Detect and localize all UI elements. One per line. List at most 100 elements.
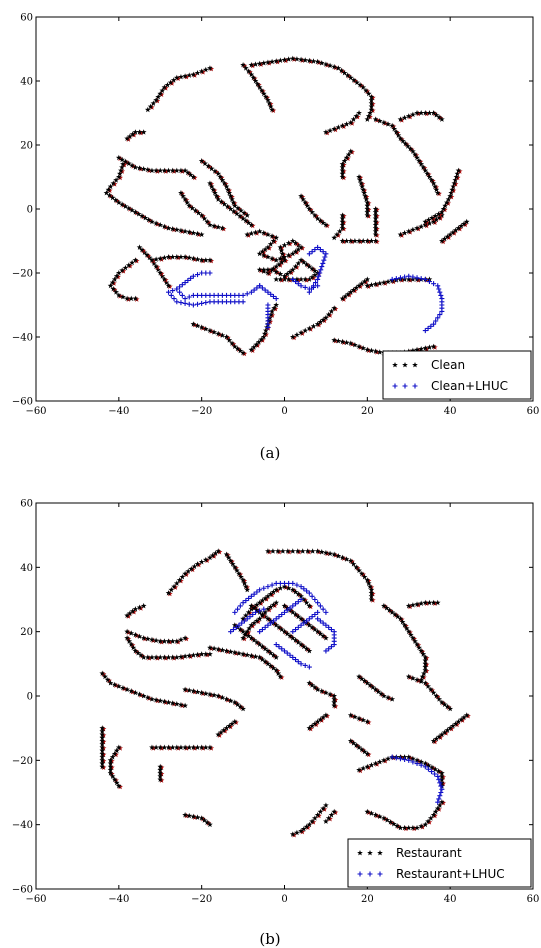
data-point [99, 734, 106, 741]
data-point-shadow [423, 761, 430, 767]
data-point [281, 628, 288, 635]
data-point-shadow [407, 277, 413, 283]
data-point [439, 212, 445, 218]
data-point [437, 780, 443, 786]
data-point [403, 625, 410, 631]
data-point [426, 279, 432, 285]
data-point [433, 186, 440, 193]
data-point [294, 582, 300, 588]
data-point-shadow [113, 777, 119, 783]
data-point-shadow [137, 692, 144, 698]
data-point [178, 227, 184, 234]
data-point [292, 588, 299, 595]
data-point-shadow [166, 590, 173, 597]
data-point [439, 308, 445, 314]
data-point [306, 725, 313, 731]
data-point [240, 62, 246, 68]
data-point-shadow [299, 828, 306, 835]
data-point [450, 229, 456, 235]
data-point-shadow [133, 258, 140, 264]
data-point [230, 208, 237, 214]
data-point [132, 689, 139, 696]
data-point [352, 238, 358, 244]
data-point-shadow [255, 618, 262, 625]
data-point-shadow [441, 206, 448, 213]
data-point [331, 337, 338, 343]
data-point [210, 186, 217, 193]
data-point [242, 65, 249, 71]
data-point [425, 683, 431, 689]
data-point [356, 744, 362, 750]
data-point-shadow [445, 200, 452, 206]
data-point [298, 593, 304, 599]
data-point-shadow [352, 78, 359, 84]
data-point [202, 744, 209, 750]
data-point [393, 276, 399, 282]
data-point-shadow [262, 230, 268, 237]
data-point [295, 599, 301, 605]
data-point [399, 619, 406, 625]
data-point-shadow [154, 98, 161, 104]
data-point [389, 276, 395, 282]
data-point [438, 292, 444, 298]
data-point [115, 154, 122, 161]
data-point [290, 580, 296, 586]
data-point [144, 635, 151, 642]
data-point-shadow [291, 587, 297, 594]
data-point-shadow [369, 597, 376, 603]
data-point [254, 639, 260, 645]
data-point [165, 282, 172, 289]
data-point [285, 276, 292, 282]
data-point [368, 97, 375, 103]
data-point [212, 190, 218, 196]
data-point [298, 283, 304, 289]
data-point [392, 611, 398, 617]
data-point [126, 638, 133, 644]
data-point [202, 326, 209, 332]
data-point-shadow [121, 162, 128, 168]
data-point-shadow [150, 745, 157, 751]
data-point [99, 747, 106, 754]
data-point [241, 580, 248, 586]
data-point-shadow [211, 553, 217, 559]
data-point [176, 577, 183, 583]
data-point [265, 254, 271, 260]
data-point [372, 238, 379, 244]
data-point [157, 744, 164, 750]
data-point [414, 601, 420, 607]
data-point-shadow [216, 331, 223, 338]
data-point [357, 82, 363, 88]
data-point-shadow [137, 605, 144, 611]
data-point [161, 254, 168, 261]
data-point [198, 689, 205, 696]
data-point [424, 170, 431, 177]
data-point [215, 224, 222, 230]
legend-marker-plus [412, 383, 418, 389]
x-tick-label: −60 [25, 894, 46, 905]
data-point-shadow [147, 217, 153, 224]
legend-marker-star [357, 850, 363, 856]
data-point-shadow [109, 764, 115, 770]
data-point [99, 725, 106, 731]
data-point [240, 577, 246, 583]
data-point [368, 596, 375, 602]
data-point [201, 817, 208, 823]
data-point [317, 247, 323, 253]
x-tick-label: 40 [444, 406, 457, 417]
data-point [157, 763, 164, 770]
data-point [207, 554, 213, 561]
data-point-shadow [407, 603, 413, 610]
x-tick-label: 0 [281, 894, 287, 905]
data-point [323, 802, 329, 808]
data-point-shadow [324, 222, 331, 229]
data-point [314, 718, 321, 725]
data-point-shadow [403, 623, 409, 629]
data-point [182, 296, 188, 302]
data-point-shadow [426, 819, 433, 825]
data-point [376, 280, 383, 286]
data-point-shadow [313, 685, 320, 691]
data-point [153, 220, 159, 226]
data-point [99, 731, 106, 738]
data-point-shadow [266, 245, 273, 251]
data-point [208, 165, 215, 172]
